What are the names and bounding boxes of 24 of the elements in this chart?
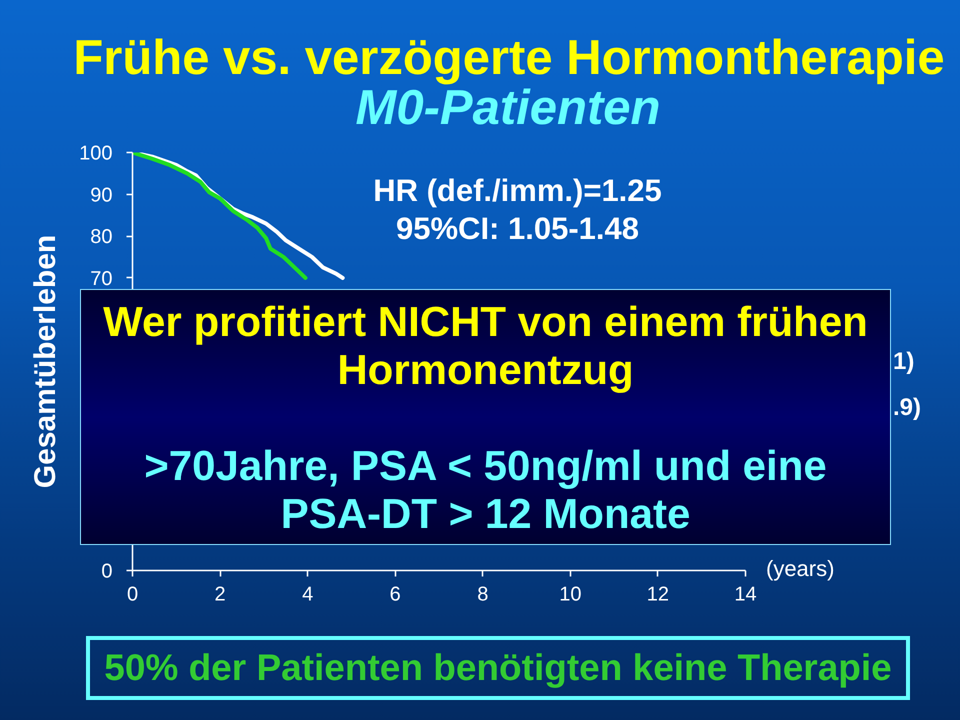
y-tick-label: 90 (90, 184, 113, 206)
y-tick-label: 80 (90, 226, 113, 248)
annotation: HR (def./imm.)=1.25 (373, 173, 662, 208)
annotation: 1) (893, 347, 916, 377)
x-tick-label: 6 (390, 584, 401, 606)
x-tick-label: 8 (477, 584, 488, 606)
annotation: 50% der Patienten benötigten keine Therapie (103, 646, 893, 690)
x-tick-label: 14 (734, 584, 757, 606)
y-axis-title: Gesamtüberleben (29, 234, 62, 488)
x-tick-label: 12 (646, 584, 670, 606)
x-tick-label: 4 (302, 584, 314, 606)
x-tick-label: 0 (126, 584, 138, 606)
chart-title: Frühe vs. verzögerte Hormontherapie (72, 30, 946, 87)
y-tick-label: 0 (101, 560, 112, 582)
annotation: .9) (893, 393, 922, 423)
x-axis-title: (years) (766, 555, 836, 583)
annotation: Wer profitiert NICHT von einem frühen Hormonentzug (102, 298, 869, 394)
y-tick-label: 70 (90, 268, 113, 290)
x-tick-label: 10 (559, 584, 582, 606)
line-series (132, 152, 308, 280)
y-tick-label: 100 (79, 142, 113, 164)
x-tick-label: 2 (214, 584, 226, 606)
annotation: >70Jahre, PSA < 50ng/ml und eine PSA-DT > 12 Monate (143, 442, 828, 538)
annotation: 95%CI: 1.05-1.48 (396, 211, 639, 246)
